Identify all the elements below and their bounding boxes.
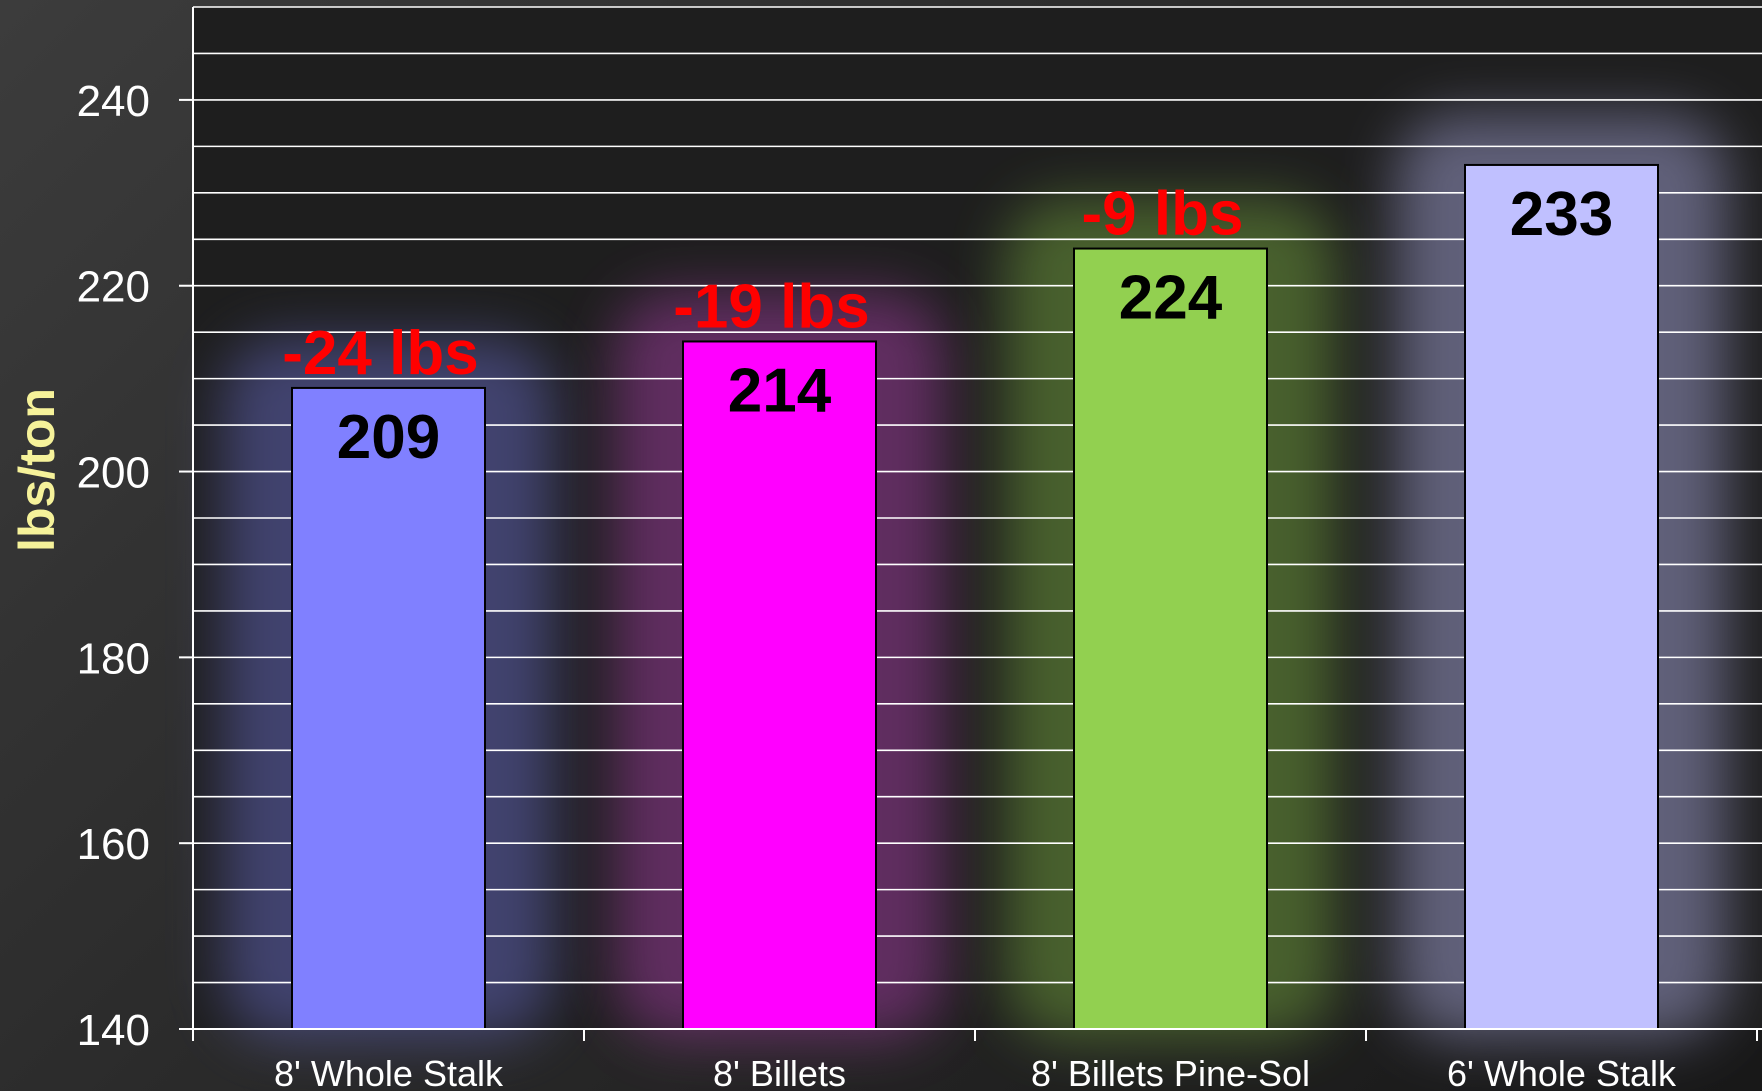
bar-value-label: 233 — [1510, 180, 1613, 249]
bar — [1073, 247, 1268, 1030]
y-ticks: 140 160 180 200 220 240 — [77, 77, 193, 1055]
difference-annotation: -24 lbs — [282, 319, 478, 388]
bar — [1464, 163, 1659, 1031]
y-tick-label: 220 — [77, 263, 150, 312]
bar — [682, 340, 877, 1030]
y-tick-label: 200 — [77, 449, 150, 498]
x-category-label: 8' Billets — [713, 1053, 846, 1091]
y-tick-label: 160 — [77, 820, 150, 869]
y-tick-label: 240 — [77, 77, 150, 126]
difference-annotation: -19 lbs — [673, 272, 869, 341]
x-category-label: 6' Whole Stalk — [1447, 1053, 1677, 1091]
bar-value-label: 224 — [1119, 264, 1223, 333]
bar-value-label: 214 — [728, 356, 832, 425]
y-axis-label: lbs/ton — [9, 388, 65, 552]
bar — [291, 386, 486, 1031]
y-tick-label: 180 — [77, 634, 150, 683]
data-labels: 209 -24 lbs 214 -19 lbs 224 -9 lbs 233 — [282, 180, 1613, 472]
axes — [192, 7, 1762, 1030]
x-category-label: 8' Whole Stalk — [274, 1053, 504, 1091]
x-category-label: 8' Billets Pine-Sol — [1031, 1053, 1310, 1091]
y-tick-label: 140 — [77, 1006, 150, 1055]
bar-value-label: 209 — [337, 403, 440, 472]
x-categories: 8' Whole Stalk 8' Billets 8' Billets Pine-… — [192, 1029, 1758, 1091]
difference-annotation: -9 lbs — [1082, 180, 1244, 249]
bars — [291, 163, 1659, 1031]
